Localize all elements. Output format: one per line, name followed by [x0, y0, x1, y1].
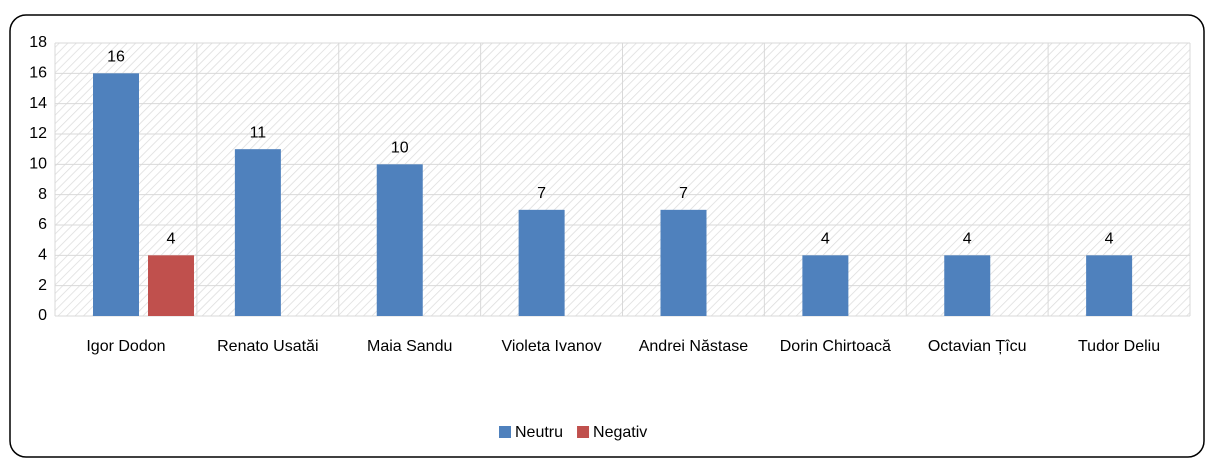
x-tick-label: Dorin Chirtoacă [779, 338, 891, 355]
data-label: 4 [1105, 231, 1114, 248]
bar [234, 149, 281, 316]
y-tick-label: 14 [29, 95, 47, 112]
bar [660, 209, 707, 316]
bar [148, 255, 194, 316]
data-label: 7 [537, 185, 546, 202]
x-tick-label: Octavian Țîcu [927, 338, 1027, 355]
data-label: 11 [250, 124, 267, 141]
y-tick-label: 12 [29, 125, 47, 142]
legend-swatch [577, 426, 590, 438]
data-label: 4 [963, 231, 972, 248]
y-tick-label: 6 [38, 216, 47, 233]
y-tick-label: 2 [38, 277, 47, 294]
x-tick-label: Maia Sandu [366, 338, 453, 355]
y-tick-label: 18 [29, 34, 47, 51]
bar [802, 255, 849, 316]
bar [944, 255, 991, 316]
x-tick-label: Igor Dodon [86, 338, 166, 355]
legend-label: Neutru [515, 424, 563, 441]
bar [1086, 255, 1133, 316]
legend-swatch [499, 426, 511, 438]
y-tick-label: 16 [29, 65, 47, 82]
y-tick-label: 4 [38, 247, 47, 264]
bar [376, 164, 423, 316]
y-tick-label: 8 [38, 186, 47, 203]
legend-label: Negativ [593, 424, 647, 441]
data-label: 4 [821, 231, 830, 248]
x-tick-label: Renato Usatăi [217, 338, 319, 355]
data-label: 4 [167, 231, 176, 248]
y-tick-label: 10 [29, 156, 47, 173]
x-tick-label: Andrei Năstase [638, 338, 749, 355]
bar [518, 209, 565, 316]
bar [93, 73, 139, 316]
data-label: 16 [107, 49, 125, 66]
y-tick-label: 0 [38, 307, 47, 324]
x-tick-label: Tudor Deliu [1078, 338, 1161, 355]
data-label: 10 [391, 140, 409, 157]
data-label: 7 [679, 185, 688, 202]
x-tick-label: Violeta Ivanov [501, 338, 602, 355]
